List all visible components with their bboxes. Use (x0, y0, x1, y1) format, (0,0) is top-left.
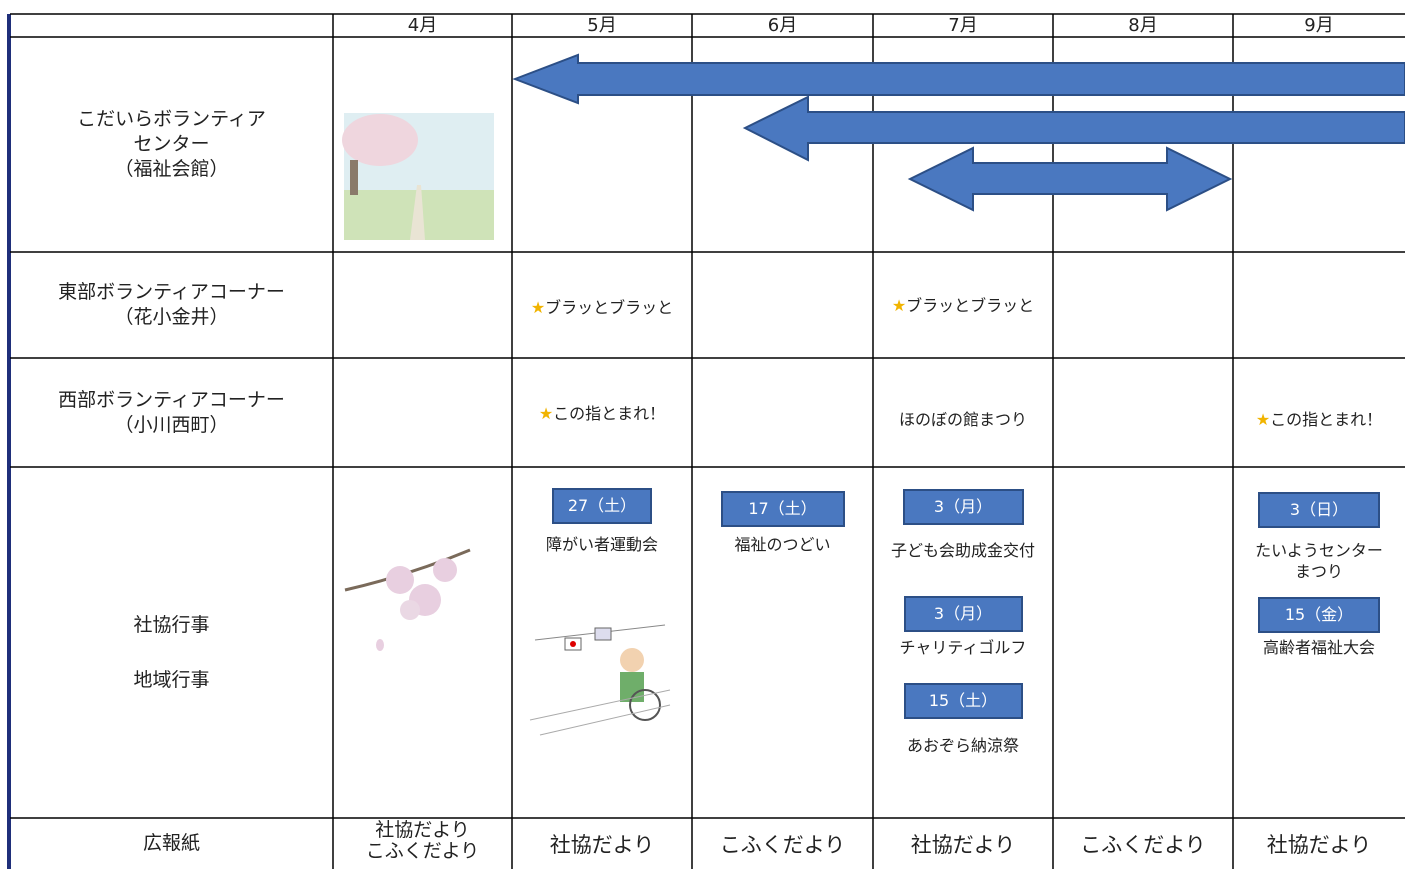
month-header: 5月 (587, 15, 617, 36)
event-text: 障がい者運動会 (512, 535, 692, 556)
event-label: ブラッとブラッと (545, 298, 674, 317)
illustration-wheelchair (529, 624, 671, 736)
event-label: 障がい者運動会 (545, 535, 658, 554)
star-mark: ★ (1255, 410, 1271, 429)
event-text: 福祉のつどい (692, 535, 873, 556)
event-text: 子ども会助成金交付 (873, 541, 1053, 562)
row-label: 広報紙 (10, 818, 333, 869)
newsletter: 社協だより こふくだより (333, 820, 512, 862)
event-text: ★この指とまれ！ (1233, 410, 1405, 431)
event-label: たいようセンター まつり (1255, 541, 1383, 581)
event-label: 社協だより (549, 833, 655, 857)
newsletter: 社協だより (1233, 832, 1405, 859)
date-badge: 3（月） (903, 596, 1023, 632)
event-label: この指とまれ！ (1270, 410, 1383, 429)
newsletter: こふくだより (692, 832, 873, 859)
row-label-line: 西部ボランティアコーナー (58, 388, 285, 411)
date-badge: 3（日） (1258, 492, 1380, 528)
event-text: あおぞら納涼祭 (873, 736, 1053, 757)
row-label-line: こだいらボランティア (77, 108, 266, 131)
month-header: 9月 (1304, 15, 1334, 36)
arrow (907, 146, 1233, 212)
date-badge: 3（月） (902, 489, 1024, 525)
event-text: ★ブラッとブラッと (873, 296, 1053, 317)
date-badge: 27（土） (552, 488, 652, 524)
star-mark: ★ (891, 296, 907, 315)
row-label-line: センター (133, 133, 210, 156)
event-text: チャリティゴルフ (873, 638, 1053, 659)
event-label: ブラッとブラッと (906, 296, 1035, 315)
event-label: チャリティゴルフ (899, 638, 1027, 657)
row-label-line: 地域行事 (133, 668, 210, 691)
event-label: 福祉のつどい (734, 535, 831, 554)
row-label: 社協行事 地域行事 (10, 467, 333, 818)
newsletter: こふくだより (1053, 832, 1233, 859)
event-text: ほのぼの館まつり (873, 410, 1053, 431)
row-label-line: （福祉会館） (114, 157, 229, 180)
event-label: 子ども会助成金交付 (890, 541, 1035, 560)
month-header: 7月 (948, 15, 978, 36)
event-label: こふくだより (1080, 833, 1206, 857)
row-label-line: 社協行事 (133, 613, 210, 636)
date-badge: 17（土） (720, 491, 845, 527)
newsletter: 社協だより (512, 832, 692, 859)
row-label-line: 広報紙 (142, 832, 200, 855)
row-label: 東部ボランティアコーナー （花小金井） (10, 252, 333, 358)
row-label: こだいらボランティア センター （福祉会館） (10, 37, 333, 252)
row-label-line: （小川西町） (114, 413, 229, 436)
left-border (7, 14, 11, 869)
event-label: 社協だより (1266, 833, 1372, 857)
event-label: あおぞら納涼祭 (906, 736, 1019, 755)
event-label: 社協だより (910, 833, 1016, 857)
event-label: この指とまれ！ (553, 404, 666, 423)
month-header: 6月 (767, 15, 798, 36)
newsletter: 社協だより (873, 832, 1053, 859)
event-label: こふくだより (719, 833, 846, 857)
event-label: 高齢者福祉大会 (1262, 638, 1375, 657)
row-label-line: （花小金井） (114, 306, 229, 328)
illustration-sakura-tree (342, 113, 494, 240)
arrow (742, 95, 1405, 162)
event-text: ★ブラッとブラッと (512, 298, 692, 319)
date-badge: 15（金） (1258, 597, 1380, 633)
arrow (512, 53, 1405, 105)
row-label: 西部ボランティアコーナー （小川西町） (10, 358, 333, 467)
illustration-sakura-branch (344, 548, 471, 651)
row-label-line: 東部ボランティアコーナー (58, 281, 285, 304)
star-mark: ★ (538, 404, 554, 423)
month-header: 8月 (1128, 15, 1158, 36)
event-text: ★この指とまれ！ (512, 404, 692, 425)
event-text: たいようセンター まつり (1233, 541, 1405, 583)
star-mark: ★ (530, 298, 546, 317)
date-badge: 15（土） (903, 683, 1023, 719)
event-label: 社協だより こふくだより (365, 819, 480, 862)
event-label: ほのぼの館まつり (898, 410, 1027, 429)
month-header: 4月 (407, 15, 438, 36)
event-text: 高齢者福祉大会 (1233, 638, 1405, 659)
